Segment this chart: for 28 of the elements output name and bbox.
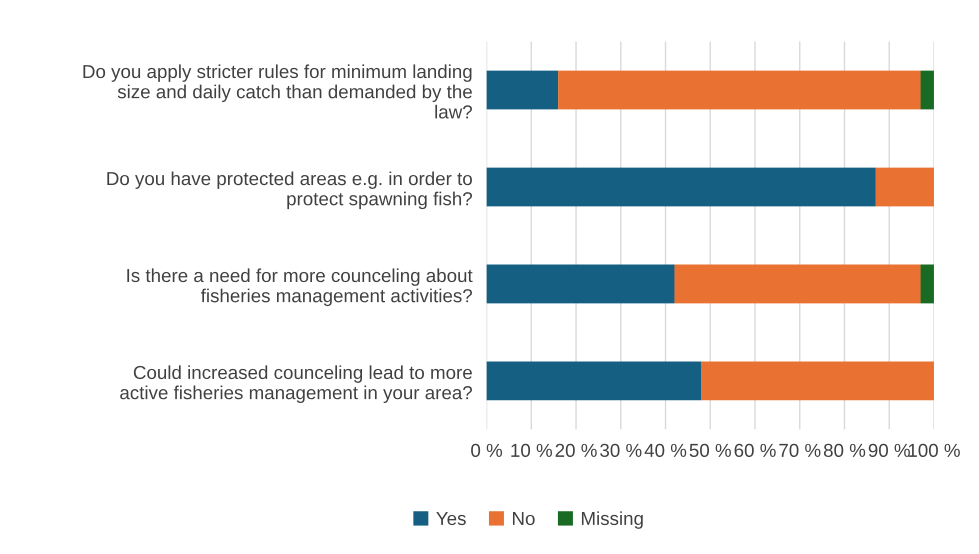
x-tick-label: 60 % xyxy=(734,444,776,458)
x-tick-label: 90 % xyxy=(868,444,910,458)
bar xyxy=(486,264,674,304)
x-tick-label: 20 % xyxy=(556,444,597,458)
y-tick-label: Do you apply stricter rules for minimum landing size and daily catch than demanded by the law? xyxy=(83,64,472,119)
x-tick-label: 80 % xyxy=(824,444,866,458)
x-tick-label: 30 % xyxy=(600,444,642,458)
x-tick-label: 100 % xyxy=(908,444,960,458)
bar xyxy=(920,264,934,304)
legend-label: Yes xyxy=(436,512,466,526)
bar xyxy=(486,70,558,110)
x-tick-label: 10 % xyxy=(511,444,552,458)
x-tick-label: 40 % xyxy=(644,444,686,458)
y-tick-label: Could increased counceling lead to more active fisheries management in your area? xyxy=(120,365,472,404)
x-tick-label: 70 % xyxy=(779,444,820,458)
x-tick-label: 50 % xyxy=(690,444,731,458)
bar xyxy=(876,168,934,206)
x-tick-label: 0 % xyxy=(471,444,502,458)
bar xyxy=(486,361,702,400)
legend-label: Missing xyxy=(582,511,643,529)
bar xyxy=(674,264,921,304)
bar xyxy=(558,70,921,110)
y-tick-label: Do you have protected areas e.g. in order to protect spawning fish? xyxy=(107,171,472,210)
bar xyxy=(920,70,934,110)
legend-label: No xyxy=(512,512,535,526)
y-tick-label: Is there a need for more counceling about fisheries management activities? xyxy=(127,268,473,306)
bar xyxy=(701,361,934,400)
bar xyxy=(486,168,876,206)
